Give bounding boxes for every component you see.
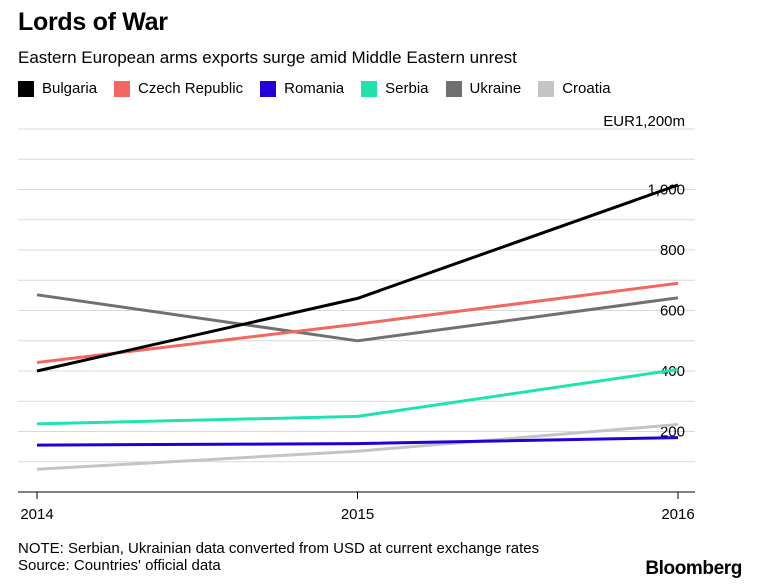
- chart-subtitle: Eastern European arms exports surge amid…: [18, 48, 517, 67]
- footnote-source: Source: Countries' official data: [18, 557, 221, 574]
- y-tick-label: 200: [660, 424, 685, 441]
- y-tick-label: 600: [660, 303, 685, 320]
- x-tick-label: 2015: [341, 506, 374, 523]
- footnote-note: NOTE: Serbian, Ukrainian data converted …: [18, 540, 540, 557]
- legend-item-croatia: Croatia: [538, 80, 611, 97]
- series-line-czech-republic: [36, 281, 679, 364]
- legend-label: Serbia: [385, 80, 429, 97]
- y-axis-top-label: EUR1,200m: [603, 113, 685, 130]
- legend-label: Czech Republic: [138, 80, 244, 97]
- series-line-croatia: [36, 423, 679, 471]
- legend-item-bulgaria: Bulgaria: [18, 80, 97, 97]
- series-line-bulgaria: [36, 183, 679, 373]
- x-tick-label: 2016: [661, 506, 694, 523]
- legend-swatch: [538, 80, 555, 97]
- x-tick-label: 2014: [20, 506, 53, 523]
- legend-label: Ukraine: [469, 80, 522, 97]
- legend-swatch: [445, 80, 462, 97]
- bloomberg-logo: Bloomberg: [645, 558, 742, 579]
- legend-label: Romania: [284, 80, 345, 97]
- legend-item-serbia: Serbia: [361, 80, 429, 97]
- legend-item-czech-republic: Czech Republic: [114, 80, 243, 97]
- footnote: NOTE: Serbian, Ukrainian data converted …: [18, 540, 539, 574]
- legend-swatch: [361, 80, 378, 97]
- legend-swatch: [114, 80, 131, 97]
- legend-item-romania: Romania: [260, 80, 344, 97]
- legend-swatch: [260, 80, 277, 97]
- legend-label: Croatia: [562, 80, 611, 97]
- series-line-ukraine: [36, 293, 679, 343]
- series-line-romania: [36, 436, 679, 447]
- legend: Bulgaria Czech Republic Romania Serbia Ukrai…: [18, 80, 628, 97]
- series-line-serbia: [36, 368, 679, 426]
- y-tick-label: 800: [660, 242, 685, 259]
- legend-item-ukraine: Ukraine: [445, 80, 522, 97]
- chart-title: Lords of War: [18, 8, 168, 36]
- legend-label: Bulgaria: [42, 80, 98, 97]
- legend-swatch: [18, 80, 34, 97]
